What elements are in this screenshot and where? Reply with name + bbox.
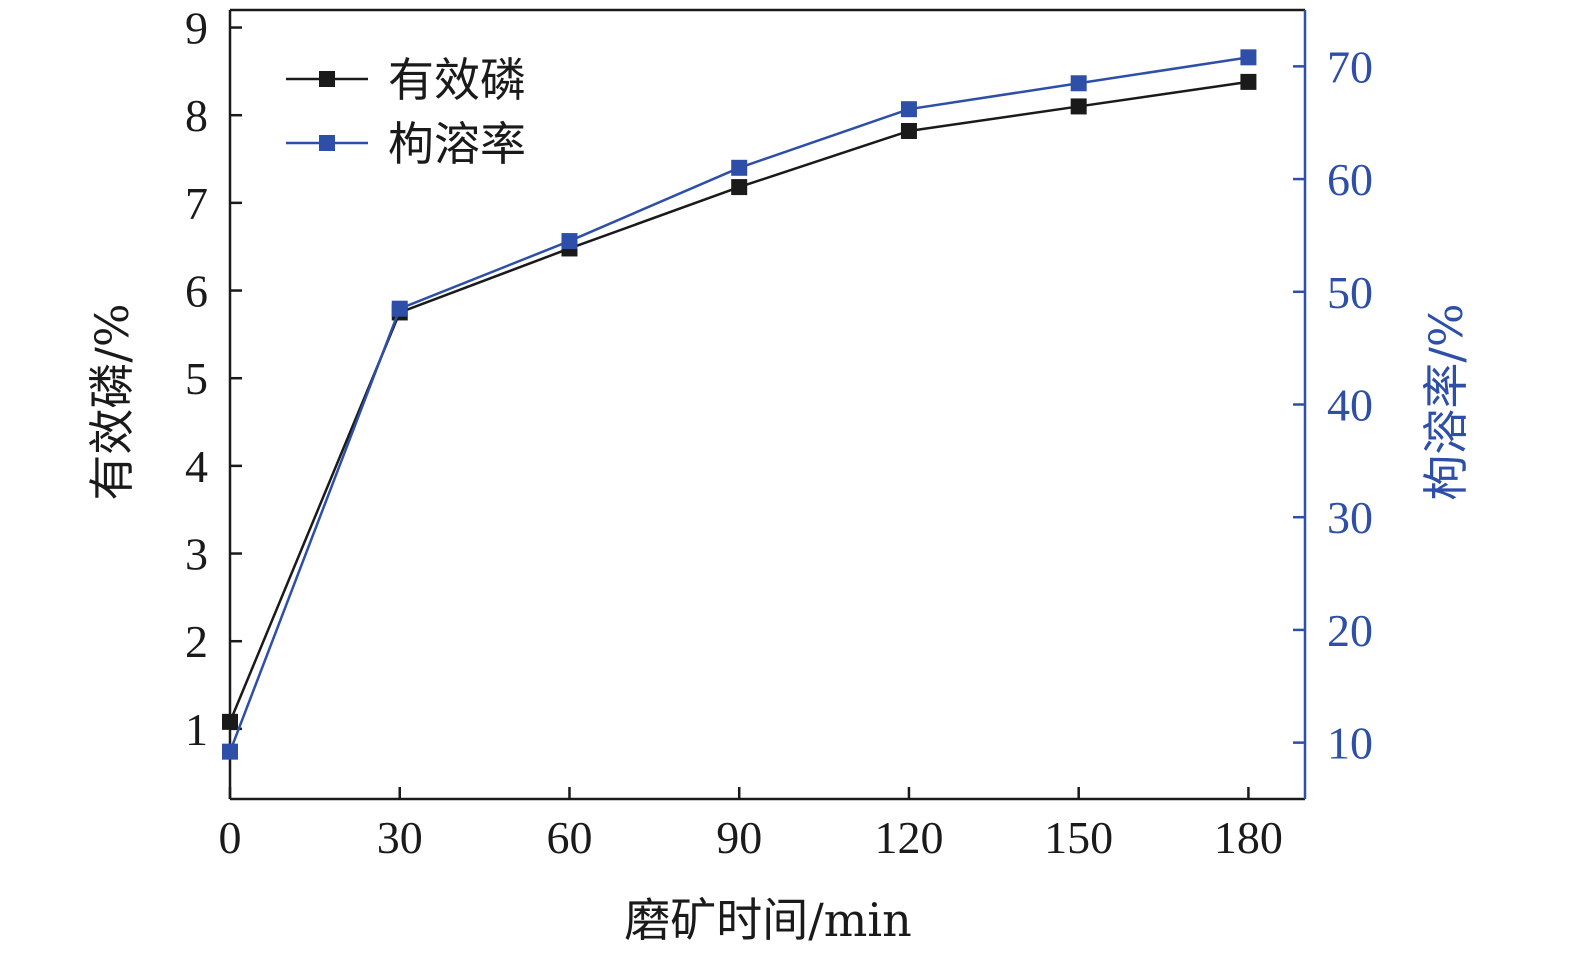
data-point-solubility bbox=[731, 159, 748, 176]
y-right-tick-label: 50 bbox=[1327, 267, 1373, 318]
y-right-tick-label: 20 bbox=[1327, 605, 1373, 656]
y-left-tick-label: 7 bbox=[185, 178, 208, 229]
data-point-solubility bbox=[391, 300, 408, 317]
x-axis-title: 磨矿时间/min bbox=[624, 893, 911, 947]
y-left-tick-label: 1 bbox=[185, 704, 208, 755]
x-tick-label: 60 bbox=[546, 812, 592, 863]
x-tick-label: 30 bbox=[377, 812, 423, 863]
y-right-tick-label: 10 bbox=[1327, 718, 1373, 769]
axes: 0 30 60 90 120 150 180 1 2 3 4 5 6 7 8 9 10 20 30 40 50 60 70 bbox=[185, 3, 1373, 863]
y-left-tick-label: 8 bbox=[185, 90, 208, 141]
series-layer bbox=[222, 49, 1257, 760]
data-point-available-p bbox=[731, 179, 748, 196]
y-axis-left-title: 有效磷/% bbox=[85, 303, 139, 500]
x-tick-label: 90 bbox=[716, 812, 762, 863]
y-right-tick-label: 40 bbox=[1327, 380, 1373, 431]
data-point-available-p bbox=[1070, 98, 1087, 115]
y-right-tick-label: 60 bbox=[1327, 154, 1373, 205]
y-left-tick-label: 6 bbox=[185, 266, 208, 317]
data-point-solubility bbox=[561, 233, 578, 250]
data-point-available-p bbox=[222, 713, 238, 730]
legend-label: 枸溶率 bbox=[388, 117, 526, 171]
y-right-tick-label: 70 bbox=[1327, 41, 1373, 92]
series-line-available-p bbox=[228, 80, 1249, 723]
y-left-tick-label: 5 bbox=[185, 353, 208, 404]
x-tick-label: 120 bbox=[874, 812, 943, 863]
data-point-available-p bbox=[900, 122, 917, 139]
x-tick-label: 150 bbox=[1044, 812, 1113, 863]
legend-label: 有效磷 bbox=[388, 53, 526, 107]
x-tick-label: 0 bbox=[219, 812, 242, 863]
y-left-tick-label: 2 bbox=[185, 616, 208, 667]
x-tick-label: 180 bbox=[1214, 812, 1283, 863]
data-point-available-p bbox=[1240, 73, 1257, 90]
y-axis-right-title: 枸溶率/% bbox=[1419, 303, 1473, 500]
legend-marker bbox=[319, 135, 335, 151]
data-point-solubility bbox=[1070, 75, 1087, 92]
y-left-tick-label: 4 bbox=[185, 441, 208, 492]
y-left-tick-label: 9 bbox=[185, 3, 208, 54]
legend-marker bbox=[319, 71, 335, 87]
data-point-solubility bbox=[222, 743, 238, 760]
data-point-solubility bbox=[900, 101, 917, 118]
y-right-tick-label: 30 bbox=[1327, 492, 1373, 543]
y-left-tick-label: 3 bbox=[185, 529, 208, 580]
data-point-solubility bbox=[1240, 49, 1257, 66]
